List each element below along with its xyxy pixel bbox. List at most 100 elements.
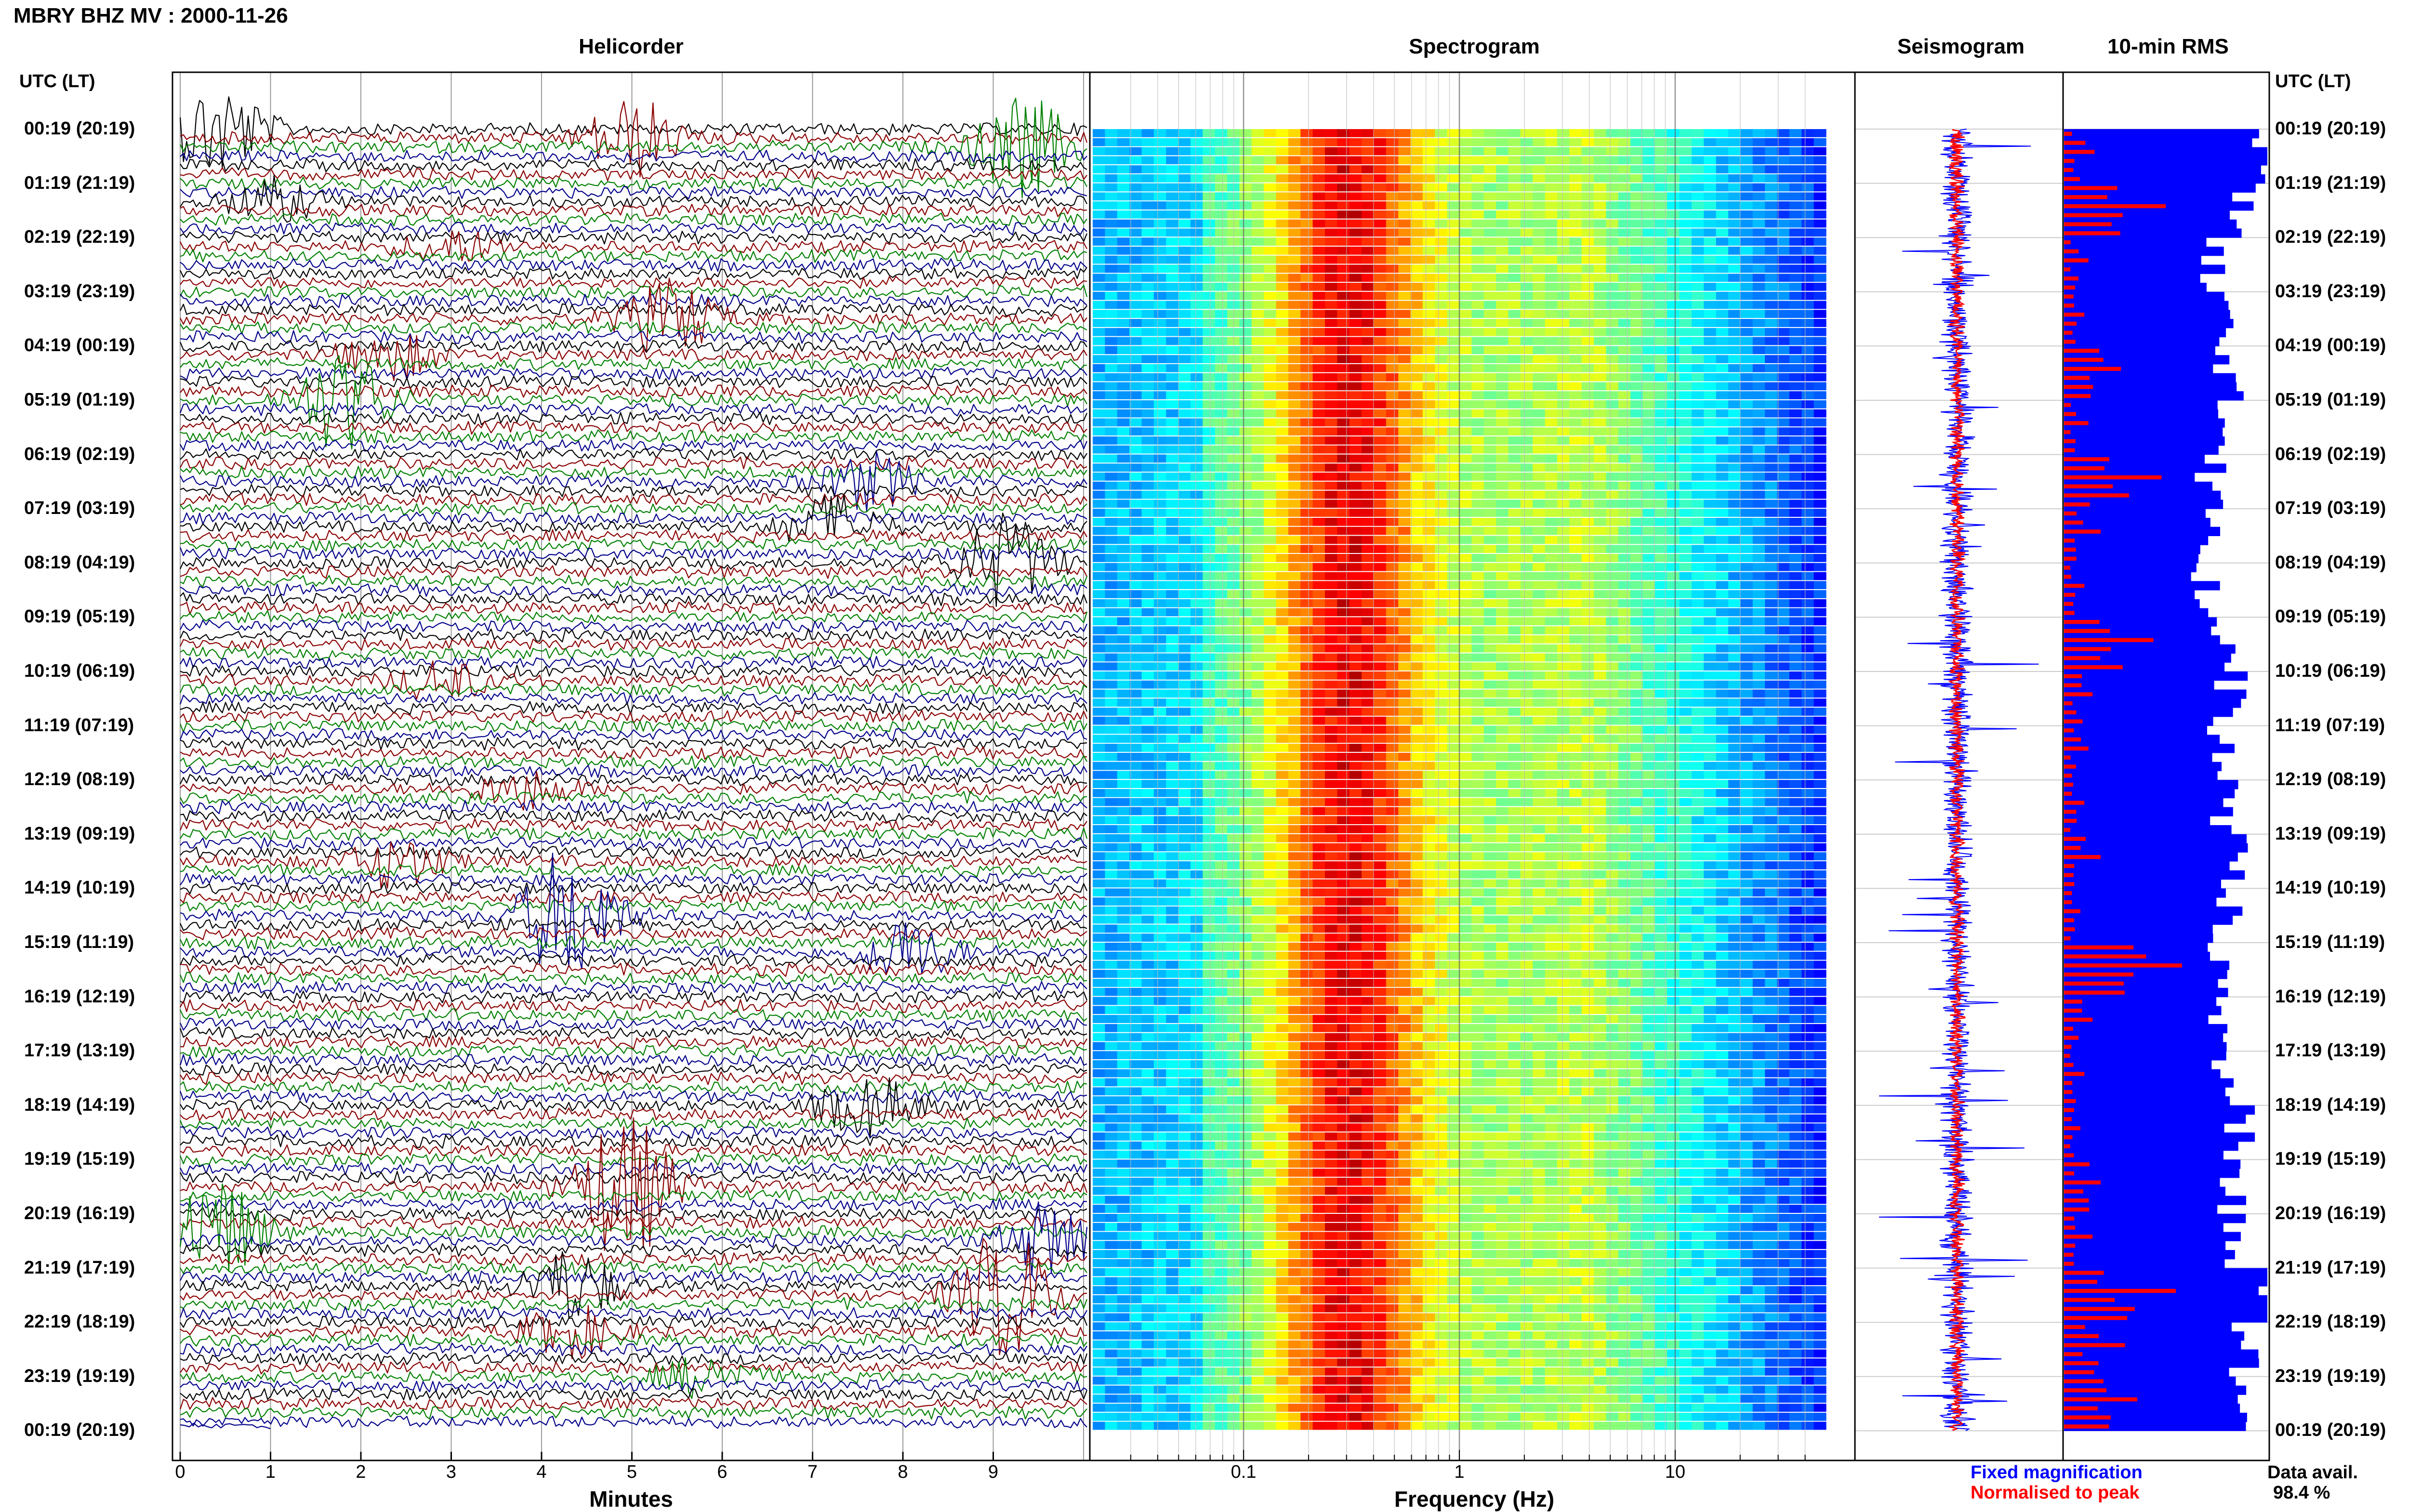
spectrogram-cell [1422, 635, 1435, 644]
spectrogram-cell [1325, 174, 1337, 183]
spectrogram-cell [1606, 789, 1619, 797]
spectrogram-cell [1190, 473, 1203, 481]
helicorder-tick-label: 6 [717, 1462, 727, 1482]
spectrogram-cell [1215, 626, 1228, 634]
helicorder-trace [180, 529, 1087, 543]
spectrogram-cell [1300, 526, 1313, 535]
spectrogram-cell [1374, 509, 1387, 517]
spectrogram-cell [1533, 490, 1546, 499]
spectrogram-cell [1362, 463, 1375, 472]
spectrogram-cell [1117, 147, 1130, 156]
spectrogram-cell [1704, 545, 1717, 553]
spectrogram-cell [1166, 590, 1179, 598]
spectrogram-cell [1093, 798, 1105, 806]
time-label-left: 22:19 (18:19) [24, 1312, 135, 1332]
spectrogram-cell [1483, 725, 1496, 734]
spectrogram-cell [1740, 237, 1753, 246]
spectrogram-cell [1508, 183, 1521, 192]
spectrogram-cell [1410, 526, 1423, 535]
spectrogram-cell [1337, 255, 1350, 264]
spectrogram-cell [1740, 373, 1753, 381]
spectrogram-cell [1386, 264, 1399, 273]
spectrogram-cell [1093, 337, 1105, 345]
spectrogram-cell [1813, 599, 1827, 607]
spectrogram-cell [1692, 156, 1704, 165]
spectrogram-cell [1190, 210, 1203, 219]
spectrogram-cell [1251, 183, 1264, 192]
spectrogram-cell [1581, 509, 1594, 517]
spectrogram-cell [1557, 735, 1570, 743]
spectrogram-cell [1349, 735, 1362, 743]
spectrogram-cell [1398, 526, 1411, 535]
spectrogram-cell [1276, 418, 1289, 427]
helicorder-trace [180, 660, 1087, 700]
spectrogram-cell [1410, 291, 1423, 300]
spectrogram-cell [1728, 174, 1741, 183]
spectrogram-cell [1752, 509, 1765, 517]
spectrogram-cell [1496, 400, 1509, 408]
spectrogram-cell [1117, 843, 1130, 852]
spectrogram-cell [1483, 680, 1496, 689]
spectrogram-cell [1557, 418, 1570, 427]
left-time-axis-title: UTC (LT) [19, 71, 95, 92]
spectrogram-cell [1215, 274, 1228, 282]
spectrogram-cell [1520, 662, 1533, 671]
spectrogram-cell [1435, 346, 1448, 355]
spectrogram-cell [1496, 129, 1509, 137]
spectrogram-cell [1459, 698, 1472, 707]
spectrogram-cell [1740, 427, 1753, 436]
spectrogram-cell [1117, 662, 1130, 671]
spectrogram-cell [1410, 463, 1423, 472]
spectrogram-cell [1239, 572, 1252, 580]
helicorder-trace [180, 990, 1088, 1004]
spectrogram-cell [1153, 725, 1166, 734]
spectrogram-cell [1618, 599, 1631, 607]
spectrogram-cell [1740, 301, 1753, 309]
helicorder-trace [180, 922, 1087, 974]
spectrogram-cell [1801, 174, 1814, 183]
spectrogram-cell [1203, 274, 1216, 282]
spectrogram-cell [1508, 635, 1521, 644]
spectrogram-cell [1642, 463, 1655, 472]
spectrogram-cell [1508, 608, 1521, 617]
spectrogram-cell [1545, 346, 1558, 355]
spectrogram-cell [1801, 807, 1814, 815]
spectrogram-cell [1276, 174, 1289, 183]
spectrogram-cell [1239, 617, 1252, 626]
spectrogram-cell [1483, 247, 1496, 255]
spectrogram-cell [1630, 708, 1643, 716]
spectrogram-cell [1655, 138, 1668, 146]
spectrogram-cell [1239, 716, 1252, 725]
spectrogram-cell [1471, 680, 1484, 689]
spectrogram-cell [1618, 590, 1631, 598]
spectrogram-cell [1716, 572, 1729, 580]
spectrogram-cell [1642, 373, 1655, 381]
spectrogram-cell [1655, 400, 1668, 408]
spectrogram-cell [1679, 708, 1692, 716]
spectrogram-cell [1251, 391, 1264, 399]
spectrogram-cell [1728, 129, 1741, 137]
spectrogram-cell [1557, 454, 1570, 463]
helicorder-trace [180, 303, 1087, 317]
spectrogram-cell [1594, 210, 1606, 219]
spectrogram-cell [1801, 165, 1814, 173]
spectrogram-cell [1374, 780, 1387, 788]
spectrogram-cell [1655, 807, 1668, 815]
spectrogram-cell [1801, 518, 1814, 526]
spectrogram-cell [1153, 500, 1166, 508]
spectrogram-cell [1178, 237, 1191, 246]
spectrogram-cell [1496, 490, 1509, 499]
spectrogram-cell [1594, 283, 1606, 291]
spectrogram-cell [1496, 617, 1509, 626]
spectrogram-cell [1166, 572, 1179, 580]
spectrogram-cell [1777, 662, 1790, 671]
spectrogram-cell [1789, 174, 1802, 183]
spectrogram-cell [1337, 228, 1350, 237]
spectrogram-cell [1777, 310, 1790, 318]
spectrogram-cell [1704, 310, 1717, 318]
helicorder-trace [179, 1396, 1087, 1411]
spectrogram-cell [1765, 545, 1778, 553]
spectrogram-cell [1215, 834, 1228, 842]
spectrogram-cell [1362, 554, 1375, 562]
spectrogram-cell [1679, 608, 1692, 617]
